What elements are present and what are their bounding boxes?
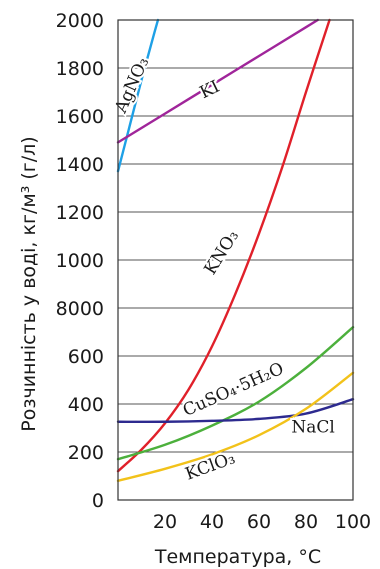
series-label-agno3: AgNO₃ [111, 54, 154, 117]
x-tick-label-20: 20 [153, 511, 177, 533]
series-lines [116, 18, 355, 482]
y-axis-title: Розчинність у воді, кг/м³ (г/л) [18, 136, 40, 431]
y-tick-label-1400: 1400 [56, 154, 104, 176]
series-line-kno3 [116, 18, 331, 473]
y-tick-label-1600: 1600 [56, 106, 104, 128]
plot-frame [117, 19, 354, 501]
series-line-agno3 [116, 18, 160, 173]
y-tick-labels: 0 200 400 600 8000 1000 1200 1400 1600 1800 2000 [56, 10, 104, 512]
series-label-nacl: NaCl [291, 417, 334, 437]
x-tick-label-40: 40 [200, 511, 224, 533]
series-line-cuso4-5h2o [116, 326, 355, 461]
y-tick-label-0: 0 [92, 490, 104, 512]
x-tick-label-80: 80 [294, 511, 318, 533]
x-tick-label-60: 60 [247, 511, 271, 533]
series-line-ki [116, 18, 319, 144]
y-tick-label-600: 600 [68, 346, 104, 368]
gridlines [118, 67, 353, 453]
y-tick-label-1200: 1200 [56, 202, 104, 224]
y-tick-label-1800: 1800 [56, 58, 104, 80]
y-tick-label-400: 400 [68, 394, 104, 416]
y-tick-label-800: 8000 [56, 298, 104, 320]
series-line-kclo3 [116, 371, 355, 482]
y-tick-label-2000: 2000 [56, 10, 104, 32]
series-line-nacl [116, 398, 355, 424]
series-label-kno3: KNO₃ [201, 227, 244, 279]
x-tick-labels: 20 40 60 80 100 [153, 511, 371, 533]
y-tick-label-1000: 1000 [56, 250, 104, 272]
series-label-cuso4-5h2o: CuSO₄·5H₂O [180, 359, 287, 421]
x-axis-title: Температура, °C [154, 546, 321, 568]
y-tick-label-200: 200 [68, 442, 104, 464]
x-tick-label-100: 100 [335, 511, 371, 533]
